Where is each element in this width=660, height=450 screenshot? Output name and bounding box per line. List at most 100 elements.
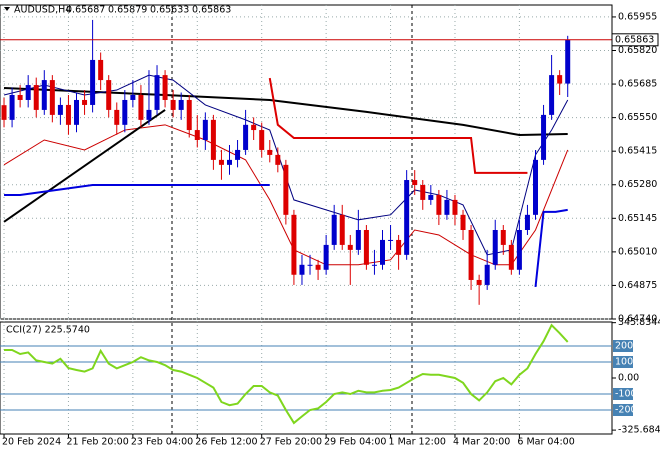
cci-line — [4, 323, 569, 425]
candle-body — [541, 114, 547, 160]
candle-body — [178, 99, 184, 110]
price-panel — [0, 4, 613, 320]
y-tick-label: 0.65145 — [618, 213, 657, 224]
candle-body — [315, 264, 321, 270]
x-tick-label: 1 Mar 12:00 — [389, 437, 446, 448]
x-tick-label: 23 Feb 04:00 — [131, 437, 193, 448]
candle-body — [436, 194, 442, 215]
x-tick-label: 21 Feb 20:00 — [66, 437, 128, 448]
y-tick-label: 0.65820 — [618, 45, 657, 56]
candle-body — [339, 214, 345, 245]
candle-body — [170, 99, 176, 110]
candle-body — [444, 199, 450, 215]
candle-body — [533, 159, 538, 215]
level-label: -200 — [615, 405, 637, 416]
chart-title: AUDUSD,H4 — [14, 5, 71, 16]
x-tick-label: 20 Feb 2024 — [2, 437, 61, 448]
candle-body — [420, 184, 426, 200]
candle-body — [355, 229, 361, 250]
candle-body — [98, 59, 104, 81]
candle-body — [49, 80, 55, 115]
y-tick-label: 0.00 — [618, 373, 639, 384]
candle-body — [122, 99, 128, 125]
candle-body — [396, 239, 402, 255]
candle-body — [9, 94, 15, 120]
candle-body — [363, 229, 369, 265]
x-tick-label: 27 Feb 20:00 — [260, 437, 322, 448]
level-tag — [613, 388, 633, 400]
price-tag — [611, 33, 659, 47]
y-tick-label: 345.8344 — [618, 317, 660, 328]
candle-body — [227, 159, 232, 165]
ohlc-open: 0.65687 — [66, 5, 105, 16]
y-tick-label: 0.65415 — [618, 146, 657, 157]
indicator-line — [4, 183, 270, 196]
x-tick-label: 6 Mar 04:00 — [517, 437, 574, 448]
candle-body — [299, 264, 305, 275]
candle-body — [25, 85, 31, 100]
candle-body — [323, 244, 329, 270]
y-tick-label: 0.65010 — [618, 246, 657, 257]
level-tag — [613, 340, 633, 352]
candle-body — [500, 229, 506, 245]
candle-body — [41, 80, 47, 110]
candle-body — [468, 229, 474, 280]
candle-body — [371, 264, 377, 266]
candle-body — [460, 214, 466, 230]
candle-body — [194, 130, 200, 140]
candle-body — [235, 149, 241, 160]
candle-body — [1, 105, 7, 120]
candle-body — [17, 94, 23, 100]
candle-body — [202, 119, 208, 140]
candle-body — [331, 214, 337, 245]
level-tag — [613, 356, 633, 368]
candle-body — [380, 239, 385, 265]
candle-body — [65, 104, 71, 125]
candle-body — [291, 214, 297, 275]
candle-body — [162, 75, 168, 100]
candle-body — [114, 109, 120, 125]
candle-body — [57, 104, 63, 115]
candle-body — [412, 180, 418, 185]
price-tag-label: 0.65863 — [615, 34, 654, 45]
candle-body — [275, 154, 281, 165]
y-tick-label: 0.64740 — [618, 314, 657, 325]
candle-body — [565, 39, 571, 84]
indicator-line — [534, 208, 568, 288]
candle-body — [33, 85, 39, 110]
candle-body — [347, 244, 353, 250]
candle-body — [90, 59, 96, 105]
level-label: -100 — [615, 389, 637, 400]
candle-body — [452, 199, 458, 215]
candle-body — [243, 124, 249, 150]
ohlc-high: 0.65879 — [108, 5, 147, 16]
ohlc-close: 0.65863 — [192, 5, 231, 16]
candle-body — [251, 124, 257, 131]
level-label: 200 — [615, 341, 633, 352]
candle-body — [307, 264, 313, 266]
candle-body — [484, 264, 490, 285]
y-tick-label: 0.65955 — [618, 11, 657, 22]
candle-body — [508, 244, 514, 270]
indicator-line — [268, 77, 528, 174]
ohlc-low: 0.65633 — [150, 5, 189, 16]
candle-body — [210, 119, 216, 160]
y-tick-label: 0.64875 — [618, 280, 657, 291]
candle-body — [524, 214, 530, 230]
candle-body — [218, 159, 224, 165]
candle-body — [516, 229, 522, 270]
candle-body — [549, 75, 555, 115]
candle-body — [492, 229, 498, 265]
candle-body — [428, 194, 434, 200]
candle-body — [259, 130, 265, 150]
candle-body — [74, 99, 79, 125]
candle-body — [283, 164, 289, 215]
candle-body — [476, 279, 482, 285]
candle-body — [404, 180, 410, 255]
candle-body — [186, 99, 192, 131]
y-tick-label: 0.65685 — [618, 79, 657, 90]
indicator-line — [3, 109, 166, 223]
candle-body — [154, 75, 160, 110]
candle-body — [106, 80, 112, 110]
